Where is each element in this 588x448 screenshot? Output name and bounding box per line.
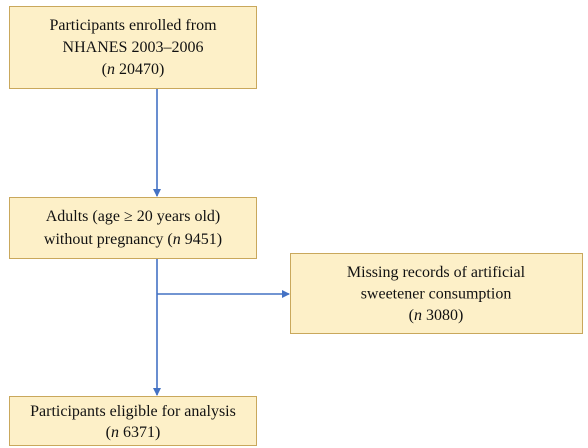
italic-symbol: n xyxy=(173,231,181,248)
node-text-line: Adults (age ≥ 20 years old) xyxy=(46,208,221,225)
node-text-line: (n 3080) xyxy=(409,307,464,324)
node-text-line: Missing records of artificial xyxy=(347,264,526,281)
text-segment: ( xyxy=(106,424,111,441)
italic-symbol: n xyxy=(111,424,119,441)
node-text-line: Participants eligible for analysis xyxy=(30,403,236,420)
text-segment: Participants enrolled from xyxy=(49,17,217,34)
text-segment: Participants eligible for analysis xyxy=(30,403,236,420)
text-segment: without pregnancy ( xyxy=(44,231,173,248)
node-text-line: NHANES 2003–2006 xyxy=(63,39,204,56)
text-segment: 3080) xyxy=(422,307,463,324)
node-text-line: (n 6371) xyxy=(106,424,161,441)
text-segment: Adults (age ≥ 20 years old) xyxy=(46,208,221,225)
box-eligible xyxy=(9,396,257,446)
text-segment: 9451) xyxy=(181,231,222,248)
node-text-line: sweetener consumption xyxy=(361,286,512,303)
text-segment: Missing records of artificial xyxy=(347,264,526,281)
box-adults xyxy=(9,197,257,259)
node-text-line: without pregnancy (n 9451) xyxy=(44,231,222,248)
text-segment: ( xyxy=(409,307,414,324)
text-segment: ( xyxy=(102,61,107,78)
text-segment: NHANES 2003–2006 xyxy=(63,39,204,56)
text-segment: 20470) xyxy=(115,61,164,78)
text-segment: 6371) xyxy=(119,424,160,441)
italic-symbol: n xyxy=(107,61,115,78)
box-excluded xyxy=(290,253,583,334)
italic-symbol: n xyxy=(414,307,422,324)
node-text-line: Participants enrolled from xyxy=(49,17,217,34)
node-text-line: (n 20470) xyxy=(102,61,165,78)
text-segment: sweetener consumption xyxy=(361,286,512,303)
box-enrolled xyxy=(9,6,257,89)
